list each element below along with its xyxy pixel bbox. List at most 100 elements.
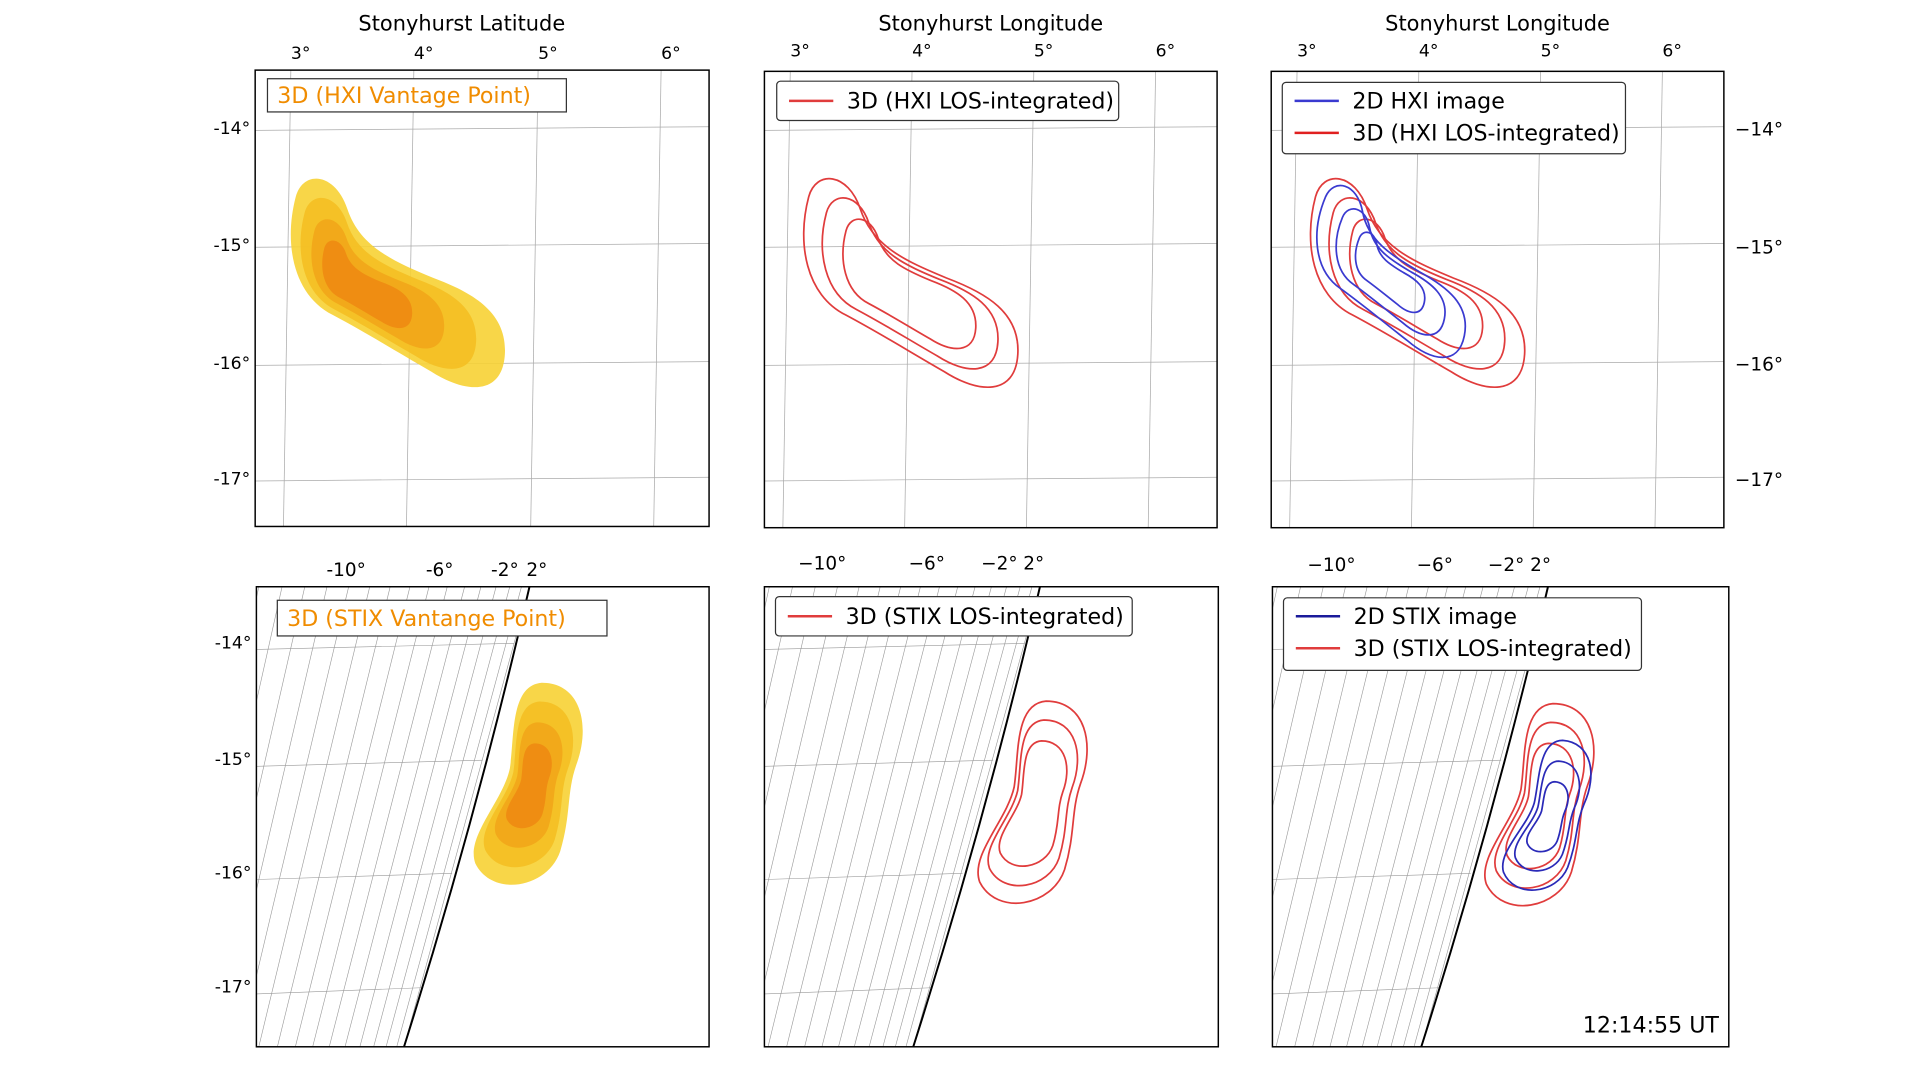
tick-label: −6°	[1417, 555, 1453, 576]
grid-line	[530, 70, 539, 527]
legend-label: 2D HXI image	[1352, 89, 1504, 115]
tick-label: −2°	[1488, 555, 1524, 576]
tick-label: 6°	[1662, 42, 1682, 62]
tick-label: 3°	[790, 42, 810, 62]
grid	[256, 586, 531, 1047]
panel-frame	[255, 586, 710, 1048]
grid-line	[359, 586, 482, 1047]
grid-line	[258, 586, 371, 1047]
tick-label: −16°	[1735, 354, 1783, 375]
tick-label: 6°	[661, 44, 681, 64]
legend-box	[776, 80, 1120, 122]
contours	[473, 682, 583, 885]
tick-label: -14°	[215, 633, 252, 653]
contour	[1301, 182, 1484, 362]
contour	[1483, 702, 1595, 907]
tick-label: -2°	[491, 560, 519, 581]
tick-label: -17°	[214, 470, 251, 490]
legend-box	[1281, 81, 1627, 155]
grid-line	[1271, 243, 1724, 248]
grid-line	[853, 586, 976, 1047]
grid-line	[256, 759, 483, 767]
grid-line	[764, 643, 1025, 650]
grid-line	[767, 586, 881, 1047]
grid-line	[764, 759, 994, 767]
legend-label: 3D (STIX LOS-integrated)	[846, 604, 1124, 630]
grid-line	[821, 586, 940, 1047]
panel-frame	[763, 586, 1220, 1048]
contour	[977, 700, 1088, 905]
limb	[403, 586, 531, 1047]
tick-label: -6°	[426, 560, 454, 581]
tick-label: −15°	[1735, 237, 1783, 258]
tick-label: 5°	[538, 44, 558, 64]
grid-line	[256, 586, 306, 801]
grid-line	[344, 586, 465, 1047]
panel-frame	[1271, 586, 1730, 1048]
grid-line	[277, 586, 391, 1047]
tick-label: 6°	[1156, 42, 1176, 62]
legend-label: 2D STIX image	[1354, 604, 1517, 630]
grid-line	[786, 586, 901, 1047]
grid-line	[764, 476, 1218, 482]
tick-label: -15°	[214, 236, 251, 256]
tick-label: 5°	[1541, 42, 1561, 62]
grid-line	[396, 586, 522, 1047]
grid-line	[764, 586, 816, 809]
grid-line	[804, 586, 921, 1047]
tick-label: -14°	[214, 119, 251, 139]
grid-line	[1654, 71, 1663, 528]
contour	[802, 177, 1019, 389]
tick-label: 2°	[1023, 554, 1044, 575]
grid-line	[256, 643, 515, 650]
grid-line	[764, 126, 1218, 131]
grid-line	[764, 586, 860, 984]
grid-line	[256, 873, 453, 880]
tick-label: -15°	[215, 750, 252, 770]
tick-label: 2°	[526, 560, 547, 581]
axis-label: Stonyhurst Longitude	[878, 12, 1103, 36]
grid-line	[764, 586, 770, 611]
axis-label: Stonyhurst Longitude	[1385, 12, 1610, 36]
tick-label: 5°	[1034, 42, 1054, 62]
panel: Stonyhurst Longitude 3° 4° 5° 6° −14° −15° −16°…	[1270, 12, 1783, 529]
tick-label: 4°	[912, 42, 932, 62]
grid-line	[912, 586, 1041, 1047]
grid-line	[1026, 71, 1035, 528]
tick-label: 4°	[414, 44, 434, 64]
grid-line	[764, 873, 963, 880]
grid-line	[838, 586, 959, 1047]
contours	[1483, 702, 1595, 907]
grid	[764, 586, 1041, 1047]
grid-line	[1272, 586, 1278, 611]
tick-label: -16°	[215, 863, 252, 883]
tick-label: 4°	[1419, 42, 1439, 62]
limb	[912, 586, 1041, 1047]
axis-label: Stonyhurst Latitude	[358, 12, 565, 36]
tick-label: −6°	[909, 554, 945, 575]
tick-label: −10°	[1307, 555, 1355, 576]
grid-line	[1272, 759, 1502, 767]
grid-line	[764, 243, 1218, 248]
legend-box	[1282, 597, 1643, 672]
tick-label: 3°	[291, 44, 311, 64]
grid-line	[312, 586, 430, 1047]
legend-label: 3D (HXI Vantage Point)	[277, 83, 531, 109]
grid-line	[868, 586, 992, 1047]
grid-line	[1271, 476, 1724, 482]
legend-label: 3D (STIX Vantange Point)	[287, 606, 566, 632]
legend-label: 3D (HXI LOS-integrated)	[1352, 121, 1619, 147]
panel-frame	[763, 70, 1218, 529]
grid-line	[1147, 71, 1156, 528]
panel: −10° −6° −2° 2° 3D (STIX LOS-integrated)	[763, 554, 1220, 1048]
tick-label: −14°	[1735, 119, 1783, 140]
grid-line	[373, 586, 497, 1047]
grid-line	[256, 987, 422, 995]
grid-line	[882, 586, 1007, 1047]
grid-line	[895, 586, 1021, 1047]
panel: −10° −6° −2° 2° 2D STIX image 3D (STIX LOS-in…	[1271, 555, 1730, 1048]
grid-line	[904, 71, 913, 528]
tick-label: -17°	[215, 978, 252, 998]
legend-box	[774, 595, 1133, 637]
contours	[1301, 177, 1526, 389]
